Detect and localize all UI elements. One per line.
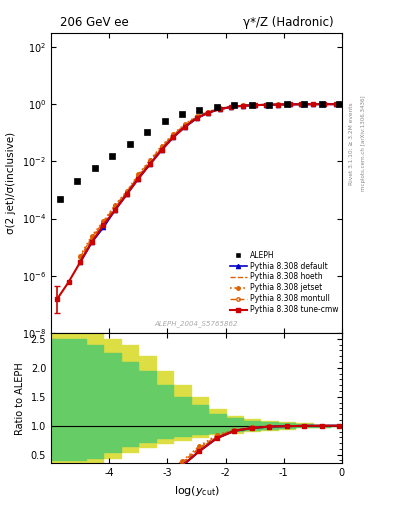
Text: Rivet 3.1.10; ≥ 3.2M events: Rivet 3.1.10; ≥ 3.2M events — [349, 102, 354, 185]
ALEPH — [215, 104, 219, 110]
ALEPH — [284, 101, 289, 108]
ALEPH — [162, 118, 167, 124]
Text: 206 GeV ee: 206 GeV ee — [60, 16, 129, 29]
Y-axis label: Ratio to ALEPH: Ratio to ALEPH — [15, 362, 25, 435]
ALEPH — [127, 141, 132, 147]
Legend: ALEPH, Pythia 8.308 default, Pythia 8.308 hoeth, Pythia 8.308 jetset, Pythia 8.3: ALEPH, Pythia 8.308 default, Pythia 8.30… — [230, 251, 338, 314]
ALEPH — [197, 106, 202, 113]
ALEPH — [302, 101, 307, 108]
ALEPH — [337, 101, 342, 107]
ALEPH — [92, 165, 97, 171]
Y-axis label: σ(2 jet)/σ(inclusive): σ(2 jet)/σ(inclusive) — [6, 132, 17, 234]
ALEPH — [57, 196, 62, 202]
ALEPH — [267, 101, 272, 108]
Text: γ*/Z (Hadronic): γ*/Z (Hadronic) — [242, 16, 333, 29]
ALEPH — [75, 178, 80, 184]
X-axis label: $\log(y_{\rm cut})$: $\log(y_{\rm cut})$ — [174, 484, 219, 498]
Text: ALEPH_2004_S5765862: ALEPH_2004_S5765862 — [155, 321, 238, 327]
ALEPH — [319, 101, 324, 108]
ALEPH — [180, 111, 184, 117]
ALEPH — [250, 102, 254, 108]
Line: ALEPH: ALEPH — [57, 101, 342, 201]
ALEPH — [145, 129, 149, 135]
ALEPH — [232, 102, 237, 109]
Text: mcplots.cern.ch [arXiv:1306.3436]: mcplots.cern.ch [arXiv:1306.3436] — [361, 96, 366, 191]
ALEPH — [110, 153, 114, 159]
